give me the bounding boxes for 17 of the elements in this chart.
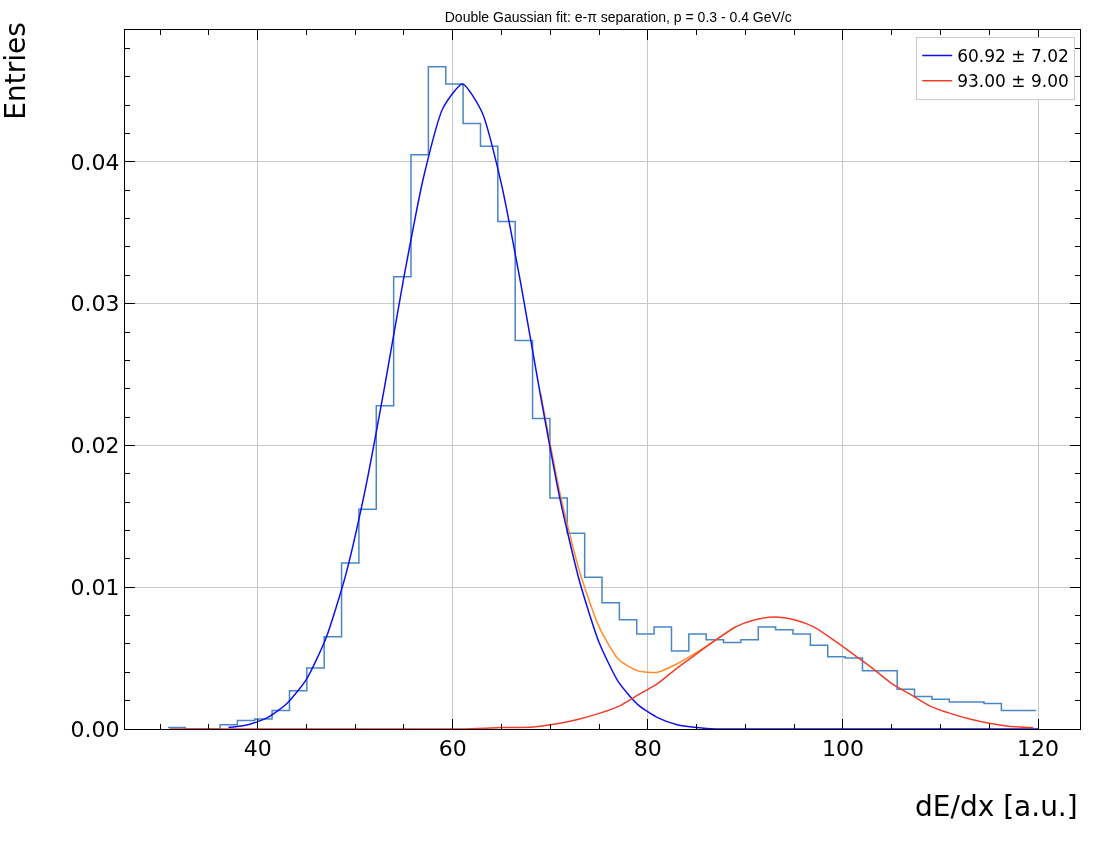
x-tick-label: 60 — [438, 736, 467, 762]
y-axis-title: Entries — [0, 22, 32, 120]
legend-label: 93.00 ± 9.00 — [957, 71, 1069, 92]
x-tick-label: 40 — [243, 736, 272, 762]
x-tick-label: 120 — [1017, 736, 1060, 762]
y-tick-label: 0.01 — [70, 574, 120, 600]
y-tick-label: 0.04 — [70, 149, 120, 175]
y-tick-label: 0.02 — [70, 433, 120, 459]
line-series — [169, 616, 1034, 729]
y-tick-label: 0.00 — [70, 716, 120, 742]
chart-title: Double Gaussian fit: e-π separation, p = 0.3 - 0.4 GeV/c — [444, 9, 792, 26]
x-tick-label: 100 — [821, 736, 864, 762]
x-axis-title: dE/dx [a.u.] — [915, 790, 1078, 823]
x-tick-label: 80 — [633, 736, 662, 762]
line-series — [539, 392, 737, 674]
legend-label: 60.92 ± 7.02 — [957, 46, 1069, 67]
y-tick-label: 0.03 — [70, 291, 120, 317]
